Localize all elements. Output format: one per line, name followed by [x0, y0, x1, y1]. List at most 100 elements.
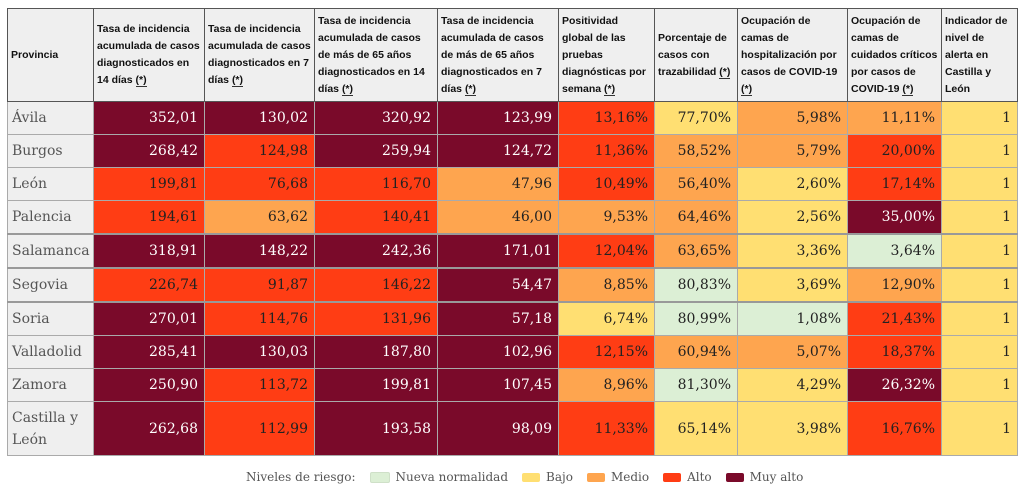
- indicator-cell: 11,11%: [847, 101, 942, 135]
- indicator-cell: 1: [941, 267, 1018, 303]
- indicator-cell: 259,94: [314, 134, 438, 168]
- footnote-link[interactable]: (*): [341, 82, 354, 96]
- footnote-link[interactable]: (*): [231, 74, 244, 87]
- indicator-cell: 21,43%: [847, 301, 942, 336]
- column-header: Tasa de incidencia acumulada de casos de…: [314, 8, 438, 102]
- column-header-label: Tasa de incidencia acumulada de casos de…: [318, 14, 425, 95]
- indicator-cell: 102,96: [437, 335, 559, 369]
- risk-indicators-table: Provincia Tasa de incidencia acumulada de…: [7, 8, 1018, 456]
- legend-label: Muy alto: [749, 470, 804, 484]
- indicator-cell: 250,90: [93, 368, 205, 402]
- column-header-label: Tasa de incidencia acumulada de casos di…: [208, 23, 311, 86]
- indicator-cell: 352,01: [93, 101, 205, 135]
- indicator-cell: 262,68: [93, 401, 205, 456]
- table-row: Castilla y León 262,68 112,99 193,58 98,09 11…: [7, 401, 1018, 456]
- indicator-cell: 199,81: [314, 368, 438, 402]
- indicator-cell: 1: [941, 368, 1018, 402]
- province-name: Zamora: [7, 368, 94, 402]
- indicator-cell: 8,96%: [558, 368, 655, 402]
- indicator-cell: 56,40%: [654, 167, 738, 201]
- indicator-cell: 26,32%: [847, 368, 942, 402]
- indicator-cell: 285,41: [93, 335, 205, 369]
- indicator-cell: 124,72: [437, 134, 559, 168]
- indicator-cell: 80,99%: [654, 301, 738, 336]
- footnote-link[interactable]: (*): [719, 65, 731, 79]
- indicator-cell: 65,14%: [654, 401, 738, 456]
- indicator-cell: 226,74: [93, 267, 205, 303]
- table-row: Palencia 194,61 63,62 140,41 46,00 9,53% 64,46…: [7, 200, 1018, 235]
- indicator-cell: 9,53%: [558, 200, 655, 235]
- indicator-cell: 114,76: [204, 301, 315, 336]
- legend-swatch: [663, 472, 682, 482]
- indicator-cell: 1: [941, 335, 1018, 369]
- table-row: Burgos 268,42 124,98 259,94 124,72 11,36% 58,5…: [7, 134, 1018, 168]
- indicator-cell: 11,36%: [558, 134, 655, 168]
- indicator-cell: 130,03: [204, 335, 315, 369]
- footnote-link[interactable]: (*): [902, 82, 914, 96]
- footnote-link[interactable]: (*): [464, 82, 477, 96]
- indicator-cell: 171,01: [437, 233, 559, 269]
- column-header: Tasa de incidencia acumulada de casos di…: [93, 8, 205, 102]
- indicator-cell: 242,36: [314, 233, 438, 269]
- risk-legend: Niveles de riesgo: Nueva normalidad Bajo M…: [246, 470, 803, 484]
- column-header-label: Ocupación de camas de hospitalización po…: [741, 14, 838, 78]
- province-name: Palencia: [7, 200, 94, 235]
- column-header: Porcentaje de casos con trazabilidad (*): [654, 8, 738, 102]
- column-header: Positividad global de las pruebas diagnó…: [558, 8, 655, 102]
- legend-label: Alto: [687, 470, 712, 484]
- indicator-cell: 63,62: [204, 200, 315, 235]
- legend-label: Bajo: [546, 470, 573, 484]
- province-name: Ávila: [7, 101, 94, 135]
- table-row: Salamanca 318,91 148,22 242,36 171,01 12,04% 6…: [7, 233, 1018, 269]
- table-row: Valladolid 285,41 130,03 187,80 102,96 12,15%…: [7, 335, 1018, 369]
- indicator-cell: 76,68: [204, 167, 315, 201]
- indicator-cell: 57,18: [437, 301, 559, 336]
- indicator-cell: 4,29%: [737, 368, 848, 402]
- indicator-cell: 3,69%: [737, 267, 848, 303]
- indicator-cell: 124,98: [204, 134, 315, 168]
- column-header: Provincia: [7, 8, 94, 102]
- indicator-cell: 5,79%: [737, 134, 848, 168]
- indicator-cell: 64,46%: [654, 200, 738, 235]
- column-header: Ocupación de camas de cuidados críticos …: [847, 8, 942, 102]
- header-row: Provincia Tasa de incidencia acumulada de…: [7, 8, 1018, 102]
- legend-swatch: [725, 472, 744, 482]
- column-header: Tasa de incidencia acumulada de casos di…: [204, 8, 315, 102]
- legend-swatch: [522, 472, 541, 482]
- indicator-cell: 112,99: [204, 401, 315, 456]
- indicator-cell: 1: [941, 167, 1018, 201]
- indicator-cell: 2,60%: [737, 167, 848, 201]
- indicator-cell: 1: [941, 233, 1018, 269]
- legend-swatch: [369, 471, 390, 483]
- indicator-cell: 131,96: [314, 301, 438, 336]
- indicator-cell: 81,30%: [654, 368, 738, 402]
- footnote-link[interactable]: (*): [135, 74, 147, 87]
- indicator-cell: 130,02: [204, 101, 315, 135]
- indicator-cell: 3,98%: [737, 401, 848, 456]
- column-header: Indicador de nivel de alerta en Castilla…: [941, 8, 1018, 102]
- column-header-label: Indicador de nivel de alerta en Castilla…: [945, 14, 1008, 95]
- indicator-cell: 113,72: [204, 368, 315, 402]
- legend-title: Niveles de riesgo:: [246, 470, 356, 484]
- indicator-cell: 18,37%: [847, 335, 942, 369]
- indicator-cell: 3,36%: [737, 233, 848, 269]
- indicator-cell: 107,45: [437, 368, 559, 402]
- indicator-cell: 116,70: [314, 167, 438, 201]
- province-name: Soria: [7, 301, 94, 336]
- province-name: Salamanca: [7, 233, 94, 269]
- column-header-label: Tasa de incidencia acumulada de casos de…: [441, 14, 544, 95]
- indicator-cell: 5,07%: [737, 335, 848, 369]
- column-header: Ocupación de camas de hospitalización po…: [737, 8, 848, 102]
- indicator-cell: 140,41: [314, 200, 438, 235]
- indicator-cell: 6,74%: [558, 301, 655, 336]
- table-row: Segovia 226,74 91,87 146,22 54,47 8,85% 80,83%…: [7, 267, 1018, 303]
- footnote-link[interactable]: (*): [741, 82, 753, 96]
- indicator-cell: 5,98%: [737, 101, 848, 135]
- indicator-cell: 20,00%: [847, 134, 942, 168]
- province-name: León: [7, 167, 94, 201]
- indicator-cell: 123,99: [437, 101, 559, 135]
- footnote-link[interactable]: (*): [604, 82, 616, 96]
- indicator-cell: 146,22: [314, 267, 438, 303]
- indicator-cell: 98,09: [437, 401, 559, 456]
- indicator-cell: 11,33%: [558, 401, 655, 456]
